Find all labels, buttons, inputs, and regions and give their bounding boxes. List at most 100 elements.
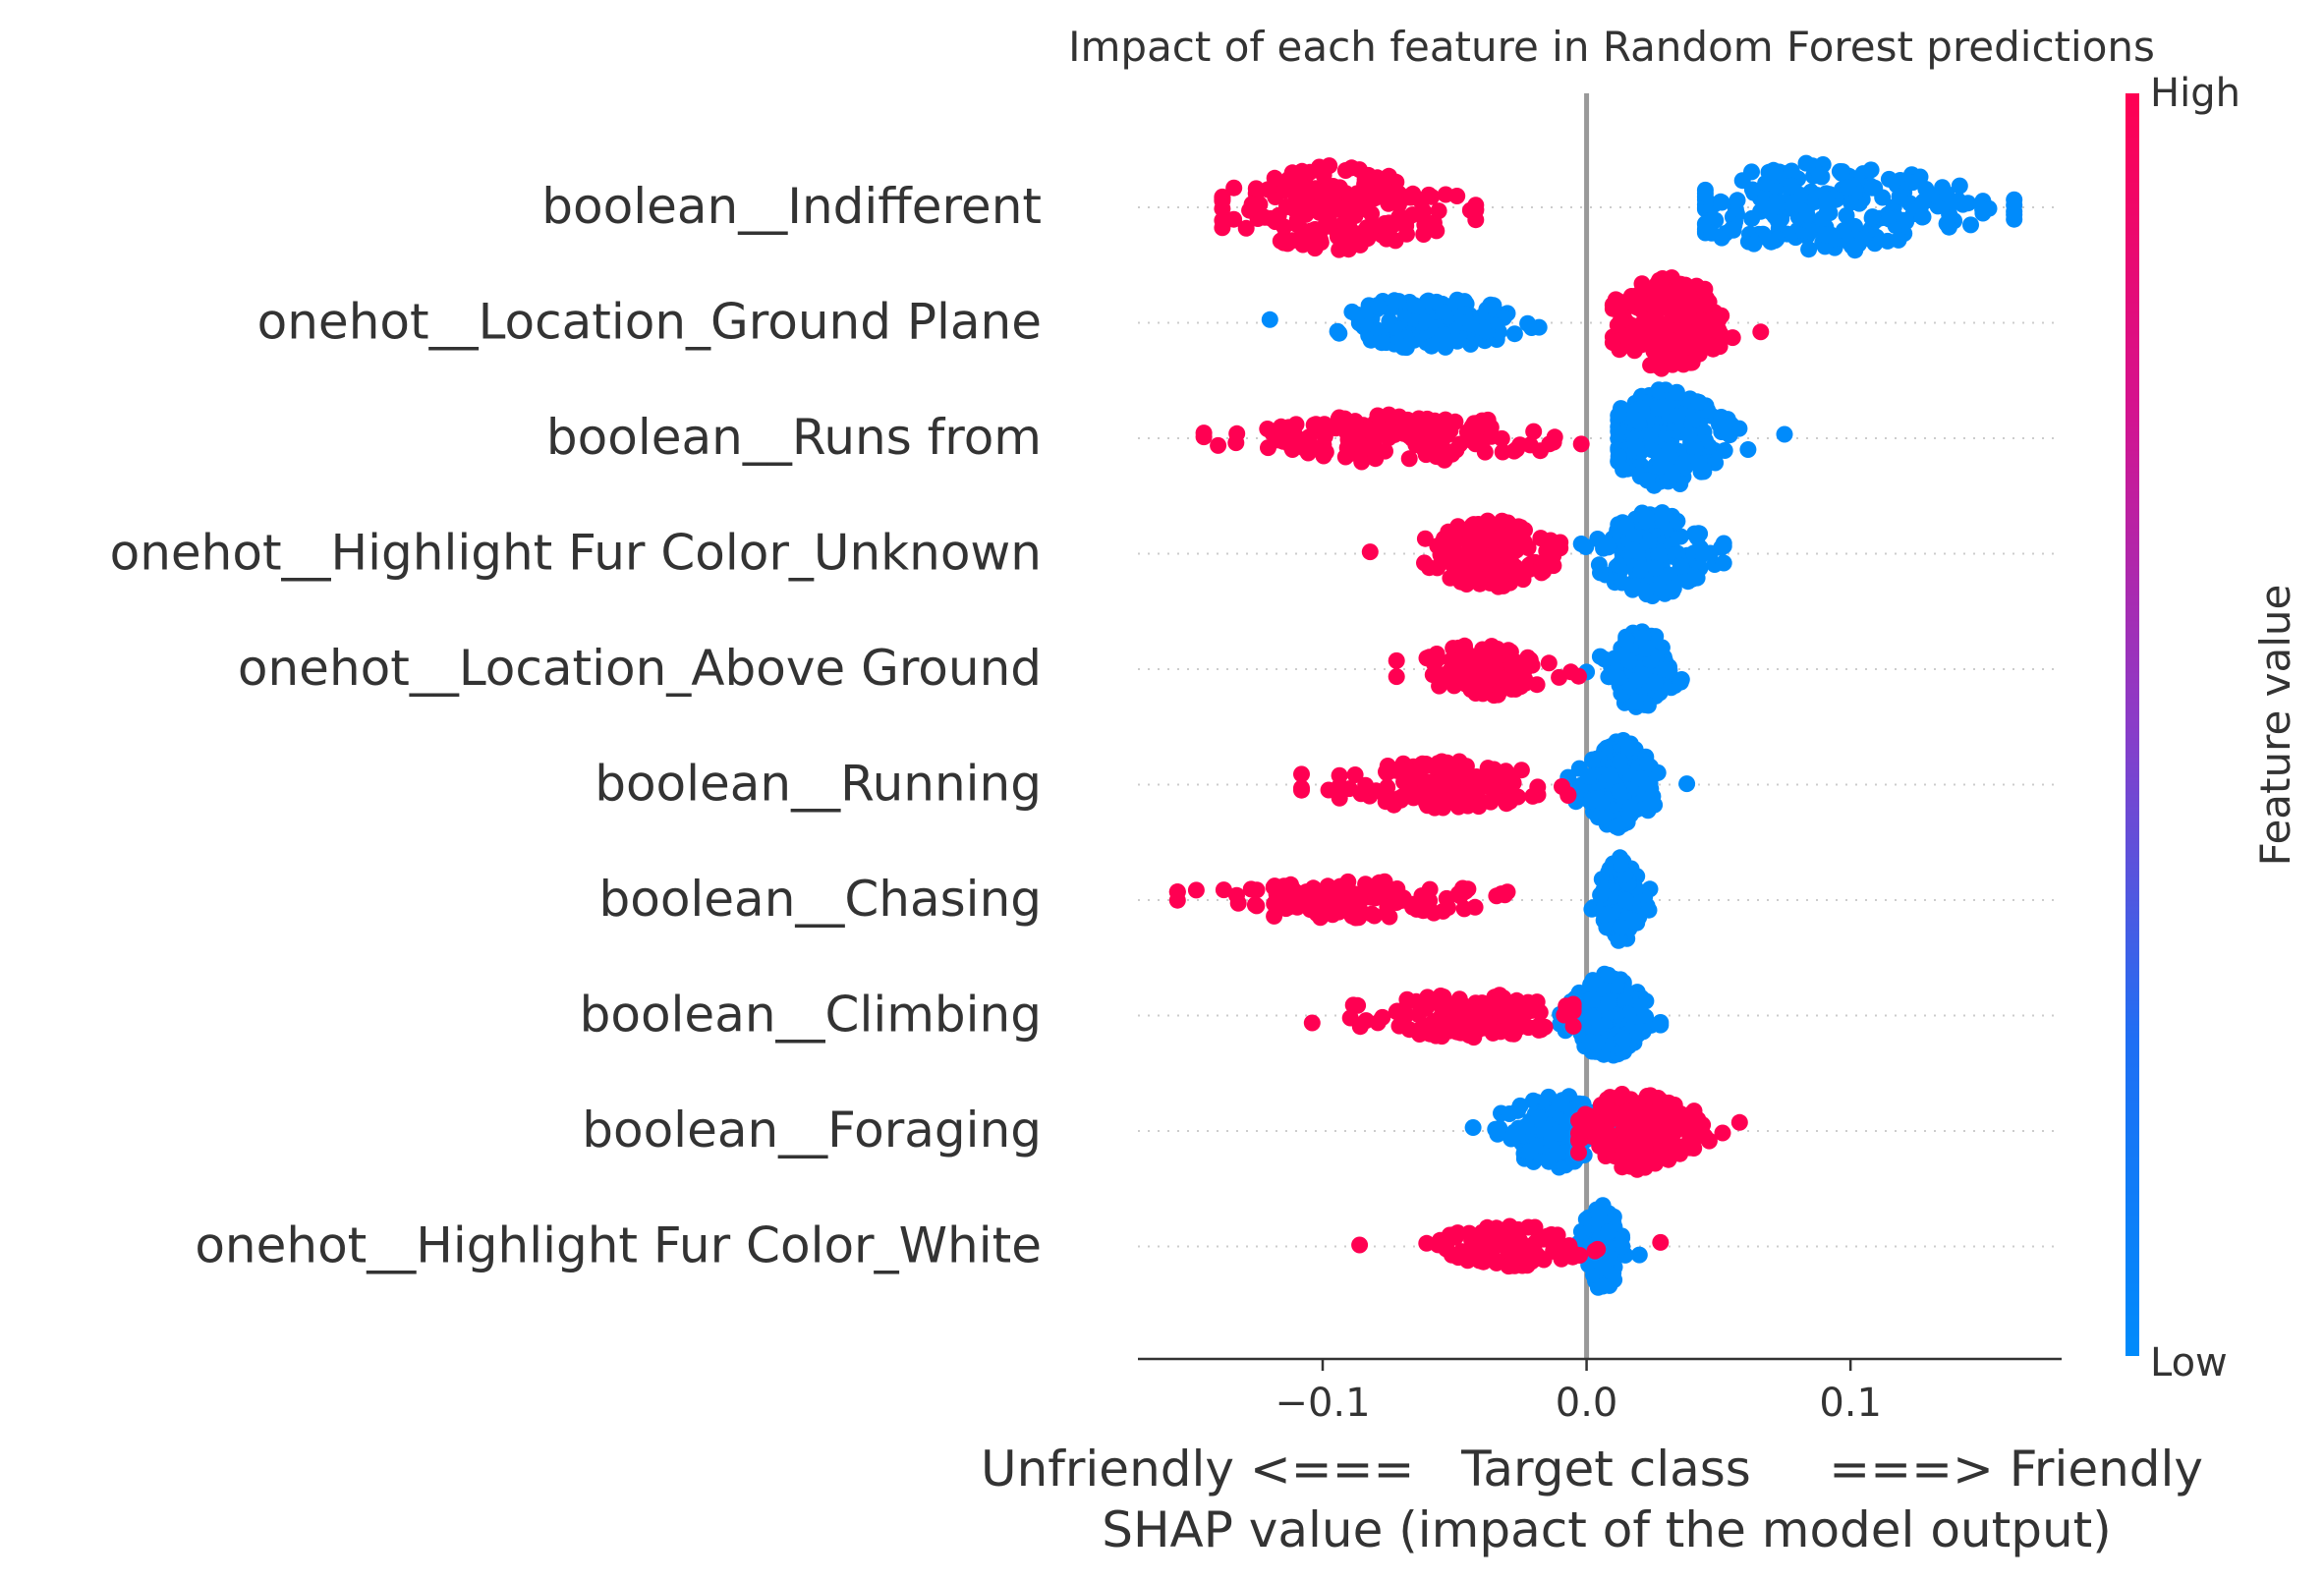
feature-label: boolean__Chasing: [598, 871, 1042, 928]
point-high: [1379, 778, 1396, 796]
point-low: [1630, 1246, 1648, 1264]
point-high: [1473, 525, 1491, 542]
point-high: [1331, 241, 1348, 258]
point-high: [1400, 450, 1418, 468]
point-low: [1696, 185, 1714, 202]
point-low: [1634, 1023, 1652, 1041]
point-high: [1540, 654, 1558, 672]
point-high: [1432, 546, 1449, 563]
point-high: [1521, 436, 1539, 454]
point-high: [1371, 885, 1389, 903]
point-high: [1400, 1021, 1418, 1039]
point-high: [1676, 354, 1694, 371]
point-high: [1670, 1108, 1687, 1125]
point-low: [1650, 399, 1667, 417]
point-high: [1450, 990, 1468, 1008]
point-low: [1610, 556, 1627, 574]
point-low: [1715, 554, 1732, 572]
point-low: [1707, 211, 1725, 229]
point-low: [1638, 472, 1656, 489]
point-low: [1581, 1033, 1599, 1050]
point-high: [1493, 885, 1510, 903]
point-high: [1492, 1023, 1509, 1041]
point-high: [1343, 907, 1361, 925]
point-low: [1600, 993, 1617, 1011]
point-high: [1346, 766, 1364, 783]
point-low: [1612, 919, 1629, 935]
point-low: [1617, 891, 1634, 909]
point-high: [1413, 785, 1431, 803]
point-low: [1640, 901, 1658, 919]
point-low: [1637, 583, 1655, 600]
point-low: [1739, 441, 1757, 458]
point-high: [1617, 1110, 1635, 1128]
point-low: [1462, 315, 1480, 333]
point-low: [1600, 966, 1617, 984]
point-low: [1420, 292, 1437, 310]
point-high: [1285, 200, 1303, 218]
point-high: [1418, 420, 1436, 437]
point-low: [1896, 211, 1913, 229]
point-low: [1914, 193, 1932, 210]
point-low: [1891, 188, 1908, 205]
point-high: [1445, 763, 1462, 779]
point-high: [1463, 676, 1481, 694]
point-high: [1564, 1245, 1582, 1263]
point-high: [1664, 356, 1681, 373]
x-axis-label-line2: SHAP value (impact of the model output): [1102, 1501, 2112, 1558]
point-high: [1599, 1107, 1616, 1125]
point-low: [1501, 1105, 1518, 1122]
point-low: [1691, 525, 1709, 542]
point-low: [1802, 223, 1819, 241]
point-low: [1625, 912, 1643, 930]
point-low: [1613, 855, 1629, 873]
point-high: [1316, 902, 1333, 920]
point-low: [1612, 753, 1629, 770]
point-high: [1407, 992, 1425, 1010]
point-high: [1282, 438, 1300, 456]
point-high: [1645, 343, 1663, 360]
point-high: [1642, 1087, 1659, 1104]
point-low: [1628, 671, 1646, 689]
point-low: [1373, 334, 1390, 352]
point-high: [1330, 181, 1347, 198]
point-high: [1591, 1137, 1609, 1155]
point-high: [1678, 323, 1696, 341]
point-high: [1414, 1024, 1432, 1042]
point-low: [1938, 215, 1956, 233]
point-low: [1652, 1014, 1670, 1031]
point-high: [1266, 895, 1283, 913]
point-low: [1505, 325, 1523, 343]
colorbar-title: Feature value: [2251, 585, 2299, 867]
point-high: [1275, 218, 1293, 236]
point-low: [1530, 1108, 1548, 1126]
point-high: [1331, 409, 1348, 426]
point-high: [1496, 768, 1513, 786]
point-low: [1665, 580, 1682, 597]
feature-label: boolean__Indifferent: [541, 178, 1042, 235]
point-high: [1295, 233, 1313, 251]
colorbar: [2126, 93, 2139, 1356]
point-high: [1410, 1006, 1428, 1024]
point-high: [1529, 786, 1547, 804]
point-high: [1668, 307, 1685, 324]
point-low: [1715, 537, 1732, 555]
point-high: [1351, 1236, 1369, 1254]
point-low: [1650, 381, 1668, 399]
point-low: [1833, 164, 1850, 182]
point-low: [1590, 556, 1608, 574]
point-high: [1475, 1236, 1493, 1254]
points-layer: [1168, 154, 2023, 1296]
point-low: [1653, 448, 1671, 466]
point-high: [1427, 1027, 1445, 1045]
point-high: [1662, 334, 1679, 352]
point-high: [1244, 197, 1262, 214]
point-high: [1501, 547, 1518, 565]
point-high: [1388, 668, 1405, 686]
point-high: [1677, 291, 1694, 309]
point-high: [1586, 1242, 1604, 1260]
point-low: [1776, 425, 1793, 443]
point-low: [1624, 541, 1641, 559]
point-high: [1227, 434, 1245, 452]
point-low: [1261, 311, 1278, 328]
